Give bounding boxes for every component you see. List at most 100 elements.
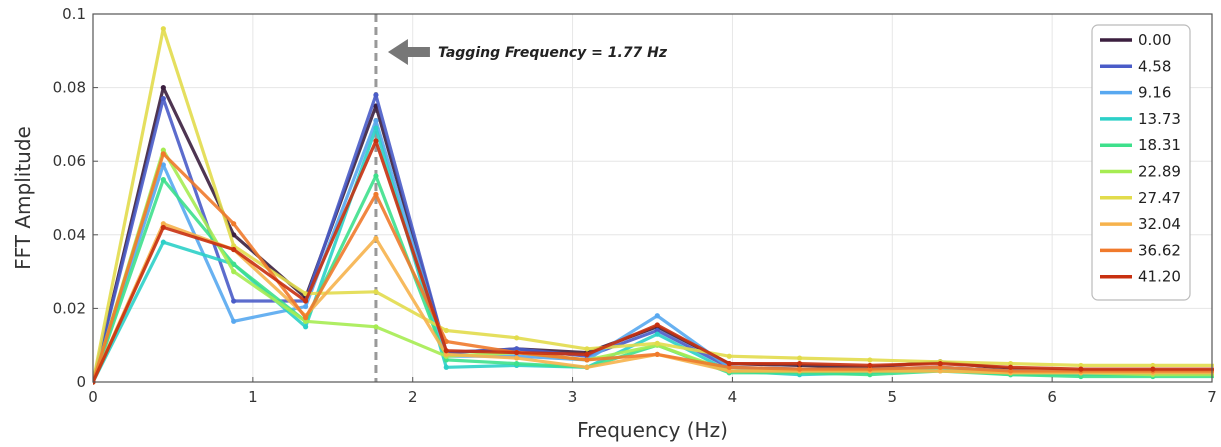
legend-label: 4.58	[1138, 57, 1171, 75]
legend-entry: 13.73	[1100, 110, 1181, 128]
legend-label: 0.00	[1138, 31, 1171, 49]
data-point	[303, 298, 309, 304]
data-point	[160, 151, 166, 157]
legend-entry: 9.16	[1100, 84, 1171, 102]
data-point	[514, 349, 520, 356]
data-point	[1078, 373, 1084, 380]
data-point	[514, 355, 520, 361]
data-point	[1150, 362, 1156, 369]
data-point	[726, 364, 732, 370]
data-point	[373, 173, 379, 179]
data-point	[231, 261, 237, 267]
y-tick-label: 0.08	[53, 79, 86, 97]
x-tick-label: 7	[1207, 388, 1217, 406]
y-tick-label: 0.1	[62, 5, 86, 23]
data-point	[726, 361, 732, 367]
data-point	[584, 364, 590, 370]
data-point	[303, 315, 309, 321]
data-point	[373, 118, 379, 124]
x-tick-label: 2	[408, 388, 418, 406]
legend-entry: 27.47	[1100, 189, 1181, 207]
data-point	[231, 269, 237, 275]
data-point	[160, 239, 166, 245]
data-point	[1007, 368, 1014, 374]
data-point	[867, 366, 873, 372]
y-tick-label: 0.06	[53, 152, 86, 170]
legend-label: 32.04	[1138, 215, 1181, 233]
data-point	[160, 147, 166, 153]
data-point	[231, 243, 237, 249]
data-point	[654, 313, 660, 319]
y-tick-label: 0	[76, 373, 86, 391]
legend: 0.00 4.58 9.16 13.73 18.31 22.89 27.47 32.04 36.…	[1091, 24, 1191, 301]
data-point	[867, 372, 873, 378]
data-point	[726, 368, 732, 374]
data-point	[160, 26, 166, 32]
data-point	[303, 324, 309, 330]
y-axis-label: FFT Amplitude	[11, 126, 35, 270]
plot-frame	[92, 13, 1213, 383]
data-point	[584, 357, 590, 363]
legend-entry: 18.31	[1100, 136, 1181, 154]
data-point	[1150, 366, 1156, 372]
x-axis-label: Frequency (Hz)	[577, 418, 728, 442]
data-point	[584, 346, 590, 352]
data-point	[1007, 364, 1014, 370]
data-point	[514, 335, 520, 341]
data-point	[937, 364, 943, 370]
data-point	[726, 353, 732, 359]
data-point	[654, 322, 660, 328]
y-tick-label: 0.02	[53, 299, 86, 317]
data-point	[373, 289, 379, 295]
annotation-text: Tagging Frequency = 1.77 Hz	[438, 45, 668, 61]
data-point	[937, 361, 943, 367]
data-point	[231, 221, 237, 227]
data-point	[373, 191, 379, 197]
data-point	[373, 125, 379, 131]
series-27.47	[93, 26, 1214, 385]
legend-entry: 4.58	[1100, 57, 1171, 75]
data-point	[160, 177, 166, 183]
data-point	[796, 366, 803, 372]
data-point	[303, 318, 309, 324]
data-point	[1007, 361, 1014, 367]
legend-entry: 0.00	[1100, 31, 1171, 49]
y-tick-label: 0.04	[53, 226, 86, 244]
data-point	[303, 303, 309, 310]
legend-entry: 41.20	[1100, 268, 1181, 286]
legend-label: 27.47	[1138, 189, 1181, 207]
legend-label: 22.89	[1138, 163, 1181, 181]
data-point	[867, 362, 873, 369]
legend-entry: 32.04	[1100, 215, 1181, 233]
data-point	[160, 224, 166, 231]
data-point	[160, 85, 166, 91]
data-point	[1078, 362, 1084, 369]
legend-label: 41.20	[1138, 268, 1181, 286]
x-tick-label: 6	[1047, 388, 1057, 406]
data-point	[796, 355, 803, 361]
data-point	[654, 340, 660, 346]
x-tick-label: 1	[248, 388, 258, 406]
data-point	[443, 348, 449, 354]
legend-entry: 36.62	[1100, 241, 1181, 259]
x-tick-label: 0	[88, 388, 98, 406]
data-point	[443, 364, 449, 370]
data-point	[937, 368, 943, 374]
x-tick-label: 5	[888, 388, 898, 406]
legend-label: 18.31	[1138, 136, 1181, 154]
data-point	[443, 351, 449, 357]
data-point	[231, 246, 237, 253]
data-point	[160, 162, 166, 168]
data-point	[654, 351, 660, 357]
legend-entry: 22.89	[1100, 163, 1181, 181]
data-point	[796, 361, 803, 367]
x-tick-label: 3	[568, 388, 578, 406]
data-point	[373, 235, 379, 242]
tagging-frequency-annotation: Tagging Frequency = 1.77 Hz	[387, 39, 668, 65]
data-point	[231, 318, 237, 324]
series-41.20	[93, 138, 1214, 385]
legend-label: 13.73	[1138, 110, 1181, 128]
data-point	[584, 351, 590, 357]
